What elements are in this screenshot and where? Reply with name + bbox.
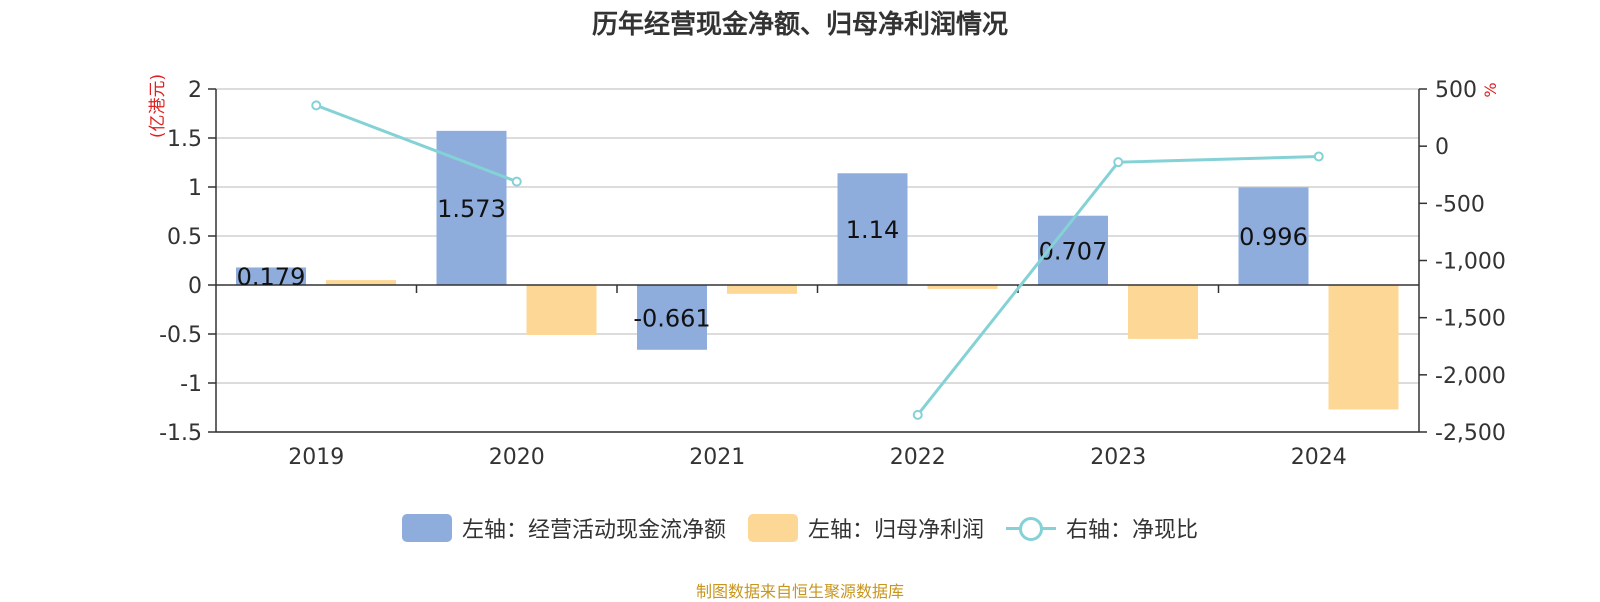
data-label-cash: -0.661	[633, 304, 710, 332]
left-tick-label: 1	[188, 176, 202, 201]
right-tick-label: -1,000	[1435, 250, 1506, 275]
ratio-point	[311, 100, 322, 111]
chart-title: 历年经营现金净额、归母净利润情况	[591, 10, 1008, 40]
bar-profit	[1328, 285, 1399, 410]
bar-cash	[837, 173, 908, 285]
left-tick-label: -1	[180, 372, 202, 397]
legend-item-profit[interactable]: 左轴：归母净利润	[747, 512, 984, 544]
right-tick-label: -500	[1435, 192, 1485, 217]
bar-profit	[927, 285, 998, 289]
ratio-point	[1313, 151, 1324, 162]
data-label-cash: 0.707	[1039, 237, 1108, 265]
data-label-cash: 1.573	[437, 195, 506, 223]
data-label-cash: 1.14	[846, 216, 899, 244]
ratio-line	[315, 103, 518, 184]
legend-label-profit: 左轴：归母净利润	[807, 518, 984, 543]
ratio-point	[912, 409, 923, 420]
bar-profit	[727, 285, 797, 294]
ratio-point	[1113, 157, 1124, 168]
bar-profit	[326, 280, 396, 285]
legend-swatch-profit	[747, 514, 798, 542]
right-tick-label: -2,000	[1435, 364, 1506, 389]
bar-profit	[526, 285, 597, 335]
legend-label-ratio: 右轴：净现比	[1066, 518, 1199, 543]
legend-label-cash: 左轴：经营活动现金流净额	[461, 518, 726, 543]
x-tick-label: 2021	[689, 445, 745, 470]
left-tick-label: 1.5	[167, 127, 202, 152]
data-label-cash: 0.179	[237, 263, 306, 291]
legend-item-cash[interactable]: 左轴：经营活动现金流净额	[401, 512, 726, 544]
ratio-point	[511, 176, 522, 187]
bar-cash	[236, 267, 306, 285]
x-tick-label: 2023	[1090, 445, 1146, 470]
x-tick-label: 2022	[890, 445, 946, 470]
left-tick-label: -0.5	[159, 323, 202, 348]
x-tick-label: 2019	[288, 445, 344, 470]
data-label-cash: 0.996	[1239, 223, 1308, 251]
legend: 左轴：经营活动现金流净额 左轴：归母净利润 右轴：净现比	[0, 508, 1600, 548]
x-tick-label: 2020	[489, 445, 545, 470]
left-tick-label: 0.5	[167, 225, 202, 250]
left-tick-label: 0	[188, 274, 202, 299]
source-note: 制图数据来自恒生聚源数据库	[695, 582, 904, 601]
right-tick-label: -2,500	[1435, 421, 1506, 446]
bar-cash	[1238, 187, 1309, 285]
right-axis-unit: %	[1481, 82, 1500, 97]
right-tick-label: 500	[1435, 78, 1477, 103]
left-axis-unit: (亿港元)	[148, 74, 168, 138]
bar-cash	[637, 285, 707, 350]
legend-swatch-cash	[401, 514, 452, 542]
right-tick-label: 0	[1435, 135, 1449, 160]
x-tick-label: 2024	[1291, 445, 1347, 470]
legend-swatch-ratio	[1006, 514, 1056, 542]
left-tick-label: -1.5	[159, 421, 202, 446]
right-tick-label: -1,500	[1435, 307, 1506, 332]
bar-profit	[1128, 285, 1198, 339]
left-tick-label: 2	[188, 78, 202, 103]
legend-item-ratio[interactable]: 右轴：净现比	[1006, 512, 1198, 544]
